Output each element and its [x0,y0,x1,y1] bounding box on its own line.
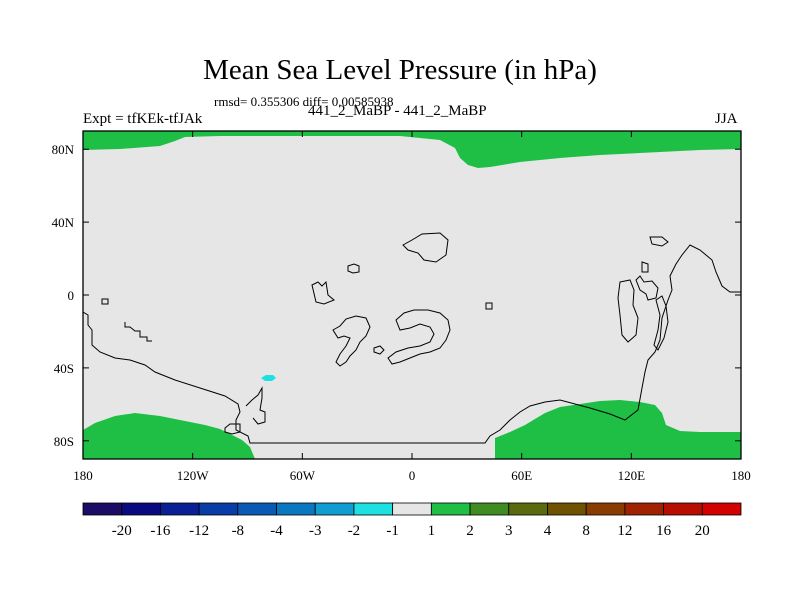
colorbar-swatch [276,502,316,516]
colorbar-level-label: 4 [544,523,552,539]
coastlines [83,232,741,444]
colorbar-level-label: -2 [348,523,361,539]
y-tick-label: 0 [68,288,75,303]
antarctic-positive-region-west [83,413,255,459]
arctic-positive-region [83,131,741,168]
colorbar-level-label: 3 [505,523,513,539]
colorbar-level-label: -3 [309,523,322,539]
y-tick-label: 80N [52,142,75,157]
colorbar-level-label: -12 [189,523,209,539]
colorbar-swatch [585,502,626,516]
colorbar-swatch [237,502,277,516]
colorbar-swatch [392,502,432,516]
season-label: JJA [715,111,738,127]
colorbar-level-label: 1 [428,523,436,539]
x-tick-label: 60E [511,468,532,483]
colorbar-swatch [624,502,664,516]
colorbar-level-label: 2 [466,523,474,539]
colorbar-swatch [469,502,510,516]
negative-anomaly-patch [261,375,276,381]
colorbar-swatch [82,502,123,516]
colorbar-swatch [353,502,394,516]
map-plot-area [82,130,742,460]
colorbar-level-label: -1 [386,523,399,539]
colorbar-level-label: 20 [695,523,710,539]
colorbar-swatch [547,502,587,516]
colorbar-level-label: -16 [150,523,170,539]
experiment-label: Expt = tfKEk-tfJAk [83,111,203,127]
colorbar-level-label: 8 [582,523,590,539]
y-axis: 80N 40N 0 40S 80S [52,142,741,449]
x-tick-label: 0 [409,468,416,483]
antarctic-positive-region-east [495,400,741,459]
colorbar-level-label: -4 [270,523,283,539]
colorbar-swatch [160,502,200,516]
x-tick-label: 60W [290,468,316,483]
colorbar: -20 -16 -12 -8 -4 -3 -2 -1 1 2 3 4 8 12 16 20 [82,502,742,539]
colorbar-swatch [430,502,471,516]
colorbar-level-label: -20 [112,523,132,539]
x-tick-label: 180 [73,468,93,483]
chart-title: Mean Sea Level Pressure (in hPa) [203,54,597,86]
colorbar-level-label: 12 [617,523,632,539]
colorbar-swatch [508,502,548,516]
y-tick-label: 80S [54,434,74,449]
x-tick-label: 180 [731,468,751,483]
colorbar-swatch [198,502,239,516]
experiment-difference-label: 441_2_MaBP - 441_2_MaBP [308,103,487,119]
y-tick-label: 40N [52,215,75,230]
colorbar-swatch [701,502,742,516]
x-tick-label: 120E [618,468,646,483]
colorbar-level-label: 16 [656,523,672,539]
rmsd-diff-stats: rmsd= 0.355306 diff= 0.00585938 [214,94,394,109]
y-tick-label: 40S [54,361,74,376]
x-tick-label: 120W [177,468,210,483]
colorbar-swatch [121,502,161,516]
colorbar-swatch [314,502,355,516]
x-axis: 180 120W 60W 0 60E 120E 180 [73,131,751,483]
colorbar-swatch [663,502,703,516]
colorbar-level-label: -8 [232,523,245,539]
